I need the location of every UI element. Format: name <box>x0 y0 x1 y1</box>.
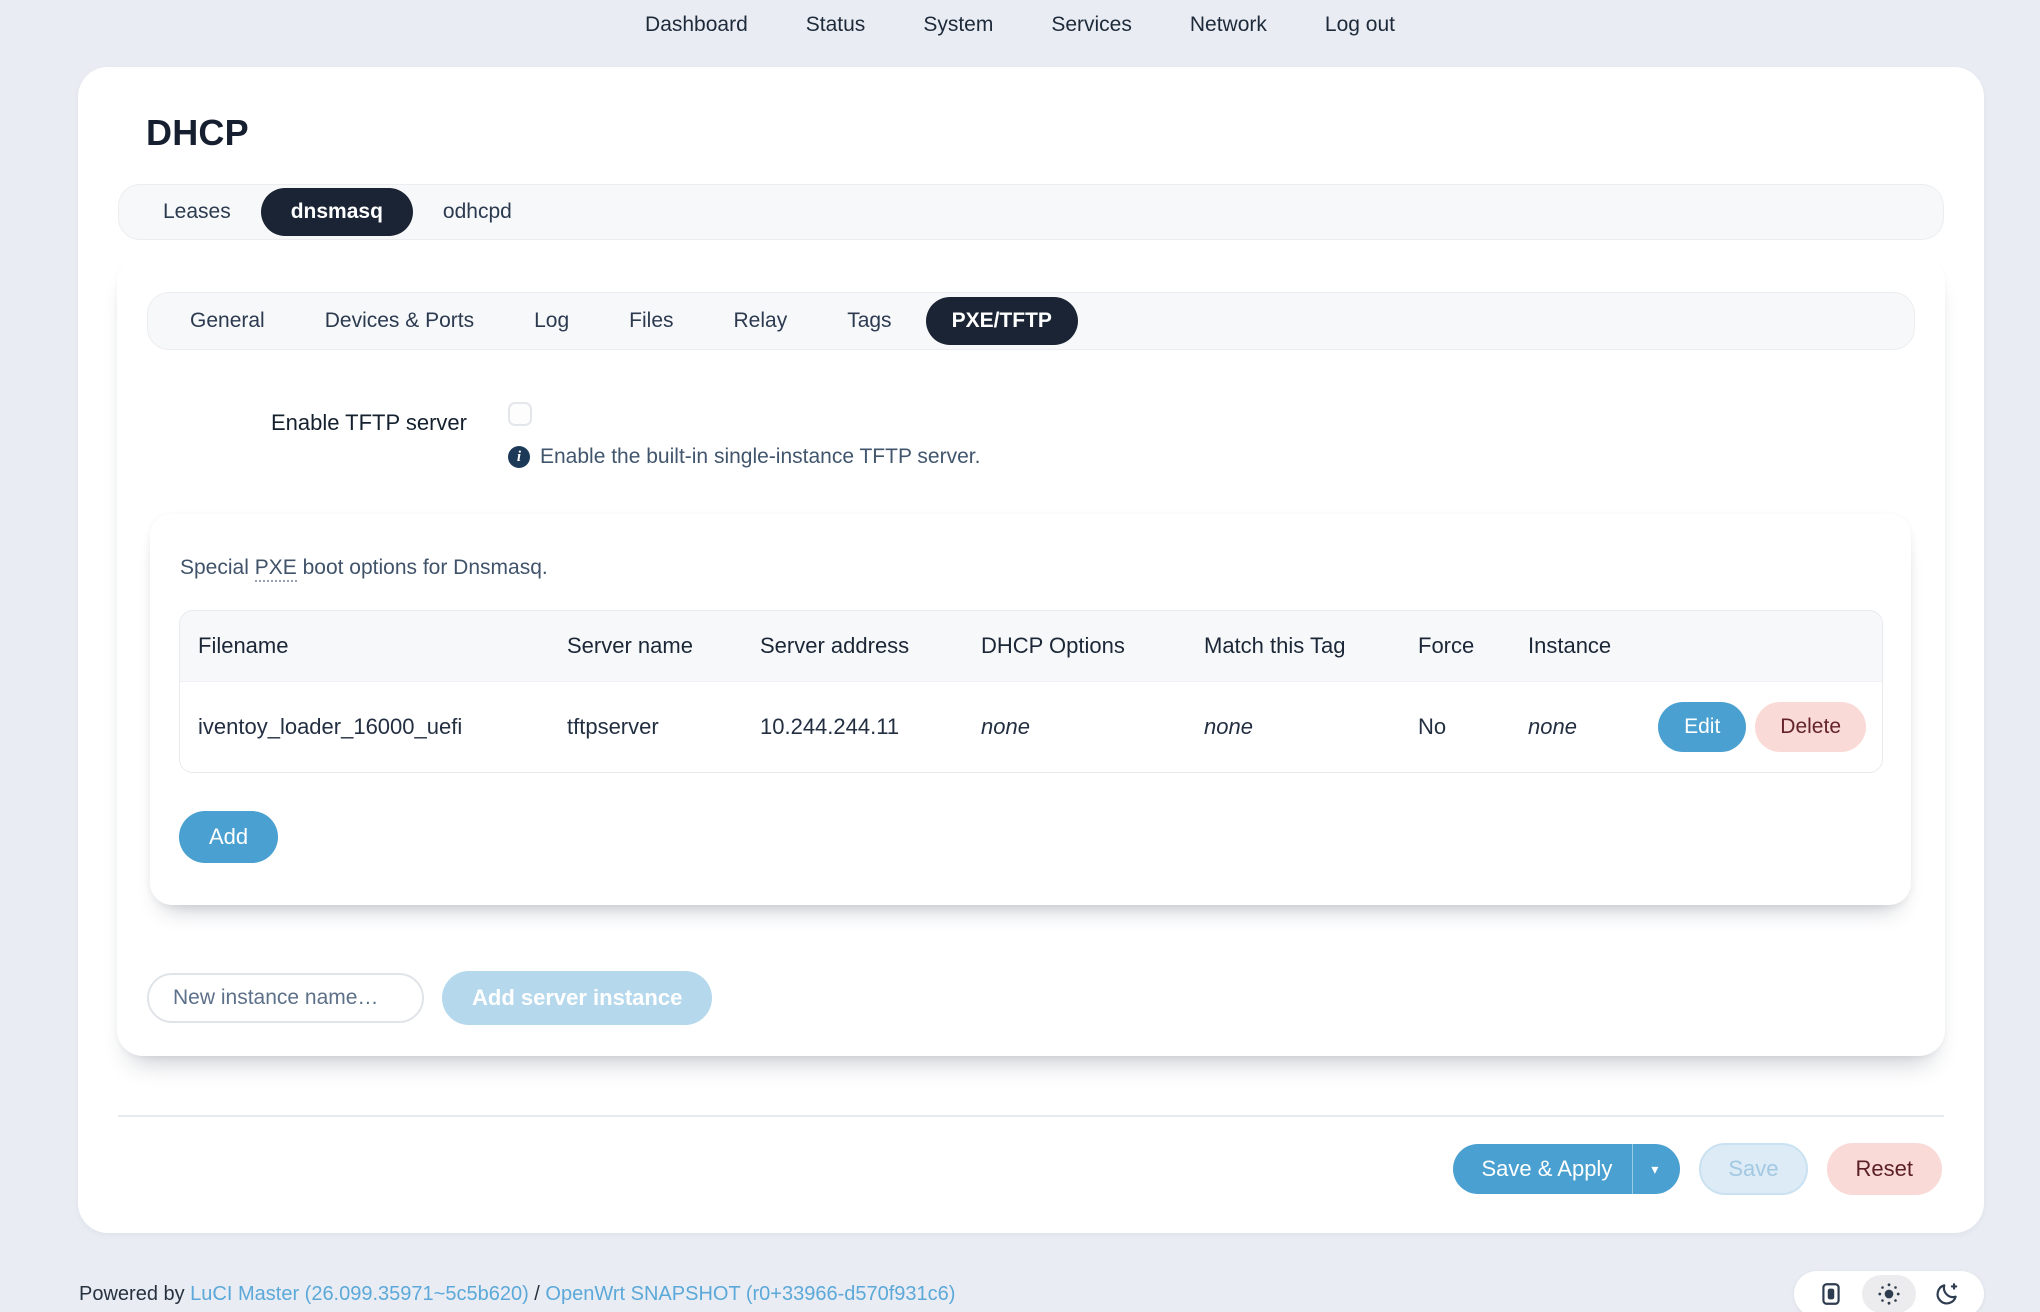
openwrt-version-link[interactable]: OpenWrt SNAPSHOT (r0+33966-d570f931c6) <box>545 1282 956 1305</box>
subtab-tags[interactable]: Tags <box>847 309 892 332</box>
cell-force: No <box>1418 714 1447 739</box>
table-header-row: Filename Server name Server address DHCP… <box>180 611 1882 681</box>
pxe-description-suffix: boot options for Dnsmasq. <box>296 556 548 579</box>
cell-server-name: tftpserver <box>567 714 659 739</box>
save-apply-button[interactable]: Save & Apply ▾ <box>1453 1144 1681 1194</box>
tab-dnsmasq[interactable]: dnsmasq <box>260 188 413 236</box>
nav-item-dashboard[interactable]: Dashboard <box>645 13 748 36</box>
tab-odhcpd[interactable]: odhcpd <box>442 200 512 223</box>
col-header-filename: Filename <box>198 633 289 658</box>
info-icon: i <box>508 446 530 468</box>
cell-filename: iventoy_loader_16000_uefi <box>198 714 463 739</box>
subtab-general[interactable]: General <box>190 309 265 332</box>
subtab-files[interactable]: Files <box>629 309 674 332</box>
footer-separator: / <box>528 1282 546 1305</box>
actions-divider <box>118 1115 1944 1117</box>
powered-by-text: Powered by LuCI Master (26.099.35971~5c5… <box>79 1283 955 1306</box>
top-navigation: Dashboard Status System Services Network… <box>0 0 2040 42</box>
dnsmasq-section-card: General Devices & Ports Log Files Relay … <box>117 255 1945 1056</box>
col-header-server-name: Server name <box>567 633 693 658</box>
edit-button[interactable]: Edit <box>1658 702 1747 752</box>
nav-item-status[interactable]: Status <box>805 13 866 36</box>
col-header-match-this-tag: Match this Tag <box>1204 633 1346 658</box>
save-apply-label: Save & Apply <box>1481 1156 1613 1181</box>
nav-item-services[interactable]: Services <box>1051 13 1132 36</box>
save-button[interactable]: Save <box>1699 1143 1808 1195</box>
tab-leases[interactable]: Leases <box>163 200 231 223</box>
col-header-instance: Instance <box>1528 633 1612 658</box>
enable-tftp-hint: Enable the built-in single-instance TFTP… <box>540 445 981 468</box>
cell-match-this-tag: none <box>1204 714 1253 739</box>
enable-tftp-checkbox[interactable] <box>508 402 532 426</box>
add-button[interactable]: Add <box>179 811 279 863</box>
dhcp-page-card: DHCP Leases dnsmasq odhcpd General Devic… <box>78 67 1984 1233</box>
pxe-options-card: Special PXE boot options for Dnsmasq. Fi… <box>150 514 1911 905</box>
theme-switcher <box>1794 1271 1984 1312</box>
add-server-instance-button[interactable]: Add server instance <box>442 971 713 1025</box>
pxe-boot-table: Filename Server name Server address DHCP… <box>179 610 1883 773</box>
subtab-devices-ports[interactable]: Devices & Ports <box>324 309 475 332</box>
subtab-relay[interactable]: Relay <box>733 309 788 332</box>
chevron-down-icon[interactable]: ▾ <box>1651 1160 1659 1177</box>
new-instance-name-input[interactable] <box>147 973 424 1023</box>
subtab-pxe-tftp[interactable]: PXE/TFTP <box>925 297 1078 345</box>
pxe-description: Special PXE boot options for Dnsmasq. <box>180 556 1883 582</box>
powered-by-prefix: Powered by <box>79 1282 191 1305</box>
dhcp-tabbar: Leases dnsmasq odhcpd <box>118 184 1944 240</box>
nav-item-logout[interactable]: Log out <box>1324 13 1395 36</box>
nav-item-network[interactable]: Network <box>1189 13 1267 36</box>
cell-server-address: 10.244.244.11 <box>760 714 900 739</box>
save-apply-divider <box>1632 1144 1634 1194</box>
pxe-abbreviation[interactable]: PXE <box>254 556 297 582</box>
footer: Powered by LuCI Master (26.099.35971~5c5… <box>79 1233 1984 1312</box>
col-header-force: Force <box>1418 633 1475 658</box>
dark-theme-icon[interactable] <box>1920 1275 1974 1312</box>
reset-button[interactable]: Reset <box>1826 1143 1942 1195</box>
enable-tftp-label: Enable TFTP server <box>270 410 467 435</box>
pxe-description-prefix: Special <box>180 556 255 579</box>
table-row: iventoy_loader_16000_uefi tftpserver 10.… <box>180 681 1882 772</box>
bottom-actions: Save & Apply ▾ Save Reset <box>118 1143 1944 1195</box>
new-instance-form: Add server instance <box>147 971 1915 1025</box>
col-header-dhcp-options: DHCP Options <box>981 633 1125 658</box>
col-header-server-address: Server address <box>760 633 910 658</box>
enable-tftp-row: Enable TFTP server i Enable the built-in… <box>147 402 1915 469</box>
nav-item-system[interactable]: System <box>923 13 994 36</box>
cell-dhcp-options: none <box>981 714 1030 739</box>
luci-version-link[interactable]: LuCI Master (26.099.35971~5c5b620) <box>190 1282 529 1305</box>
page-title: DHCP <box>146 112 249 153</box>
auto-theme-icon[interactable] <box>1804 1275 1858 1312</box>
cell-instance: none <box>1528 714 1577 739</box>
delete-button[interactable]: Delete <box>1755 702 1866 752</box>
subtab-log[interactable]: Log <box>534 309 570 332</box>
light-theme-icon[interactable] <box>1862 1275 1916 1312</box>
dnsmasq-subtabbar: General Devices & Ports Log Files Relay … <box>147 292 1915 350</box>
